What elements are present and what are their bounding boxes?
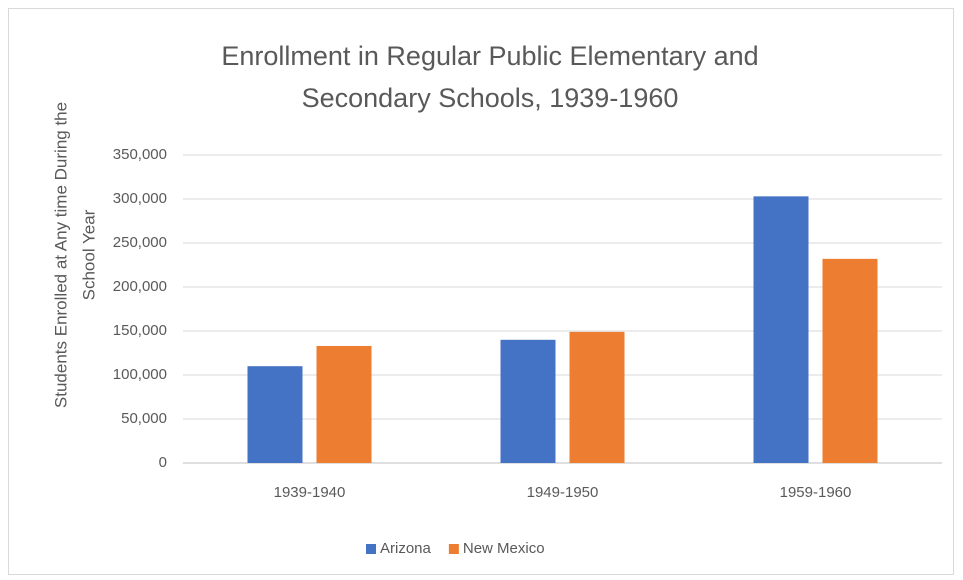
bar xyxy=(247,366,303,463)
y-tick-label: 50,000 xyxy=(121,410,167,427)
bar xyxy=(822,258,878,463)
y-tick-label: 300,000 xyxy=(113,190,167,207)
legend-swatch xyxy=(448,544,459,554)
bar xyxy=(569,331,625,463)
bar xyxy=(500,339,556,463)
y-tick-label: 0 xyxy=(159,454,167,471)
legend-label: Arizona xyxy=(380,540,432,557)
y-axis-label: Students Enrolled at Any time During the xyxy=(51,102,70,408)
y-tick-label: 100,000 xyxy=(113,366,167,383)
x-tick-label: 1939-1940 xyxy=(274,484,346,501)
y-tick-label: 200,000 xyxy=(113,278,167,295)
y-axis-label: School Year xyxy=(79,209,98,300)
y-tick-label: 150,000 xyxy=(113,322,167,339)
bar xyxy=(753,196,809,464)
y-tick-label: 350,000 xyxy=(113,146,167,163)
bar xyxy=(316,345,372,463)
x-tick-label: 1959-1960 xyxy=(780,484,852,501)
y-tick-label: 250,000 xyxy=(113,234,167,251)
legend-label: New Mexico xyxy=(463,540,545,557)
chart-title: Enrollment in Regular Public Elementary … xyxy=(221,41,758,71)
x-tick-label: 1949-1950 xyxy=(527,484,599,501)
chart-title: Secondary Schools, 1939-1960 xyxy=(302,83,679,113)
legend-swatch xyxy=(366,544,376,554)
